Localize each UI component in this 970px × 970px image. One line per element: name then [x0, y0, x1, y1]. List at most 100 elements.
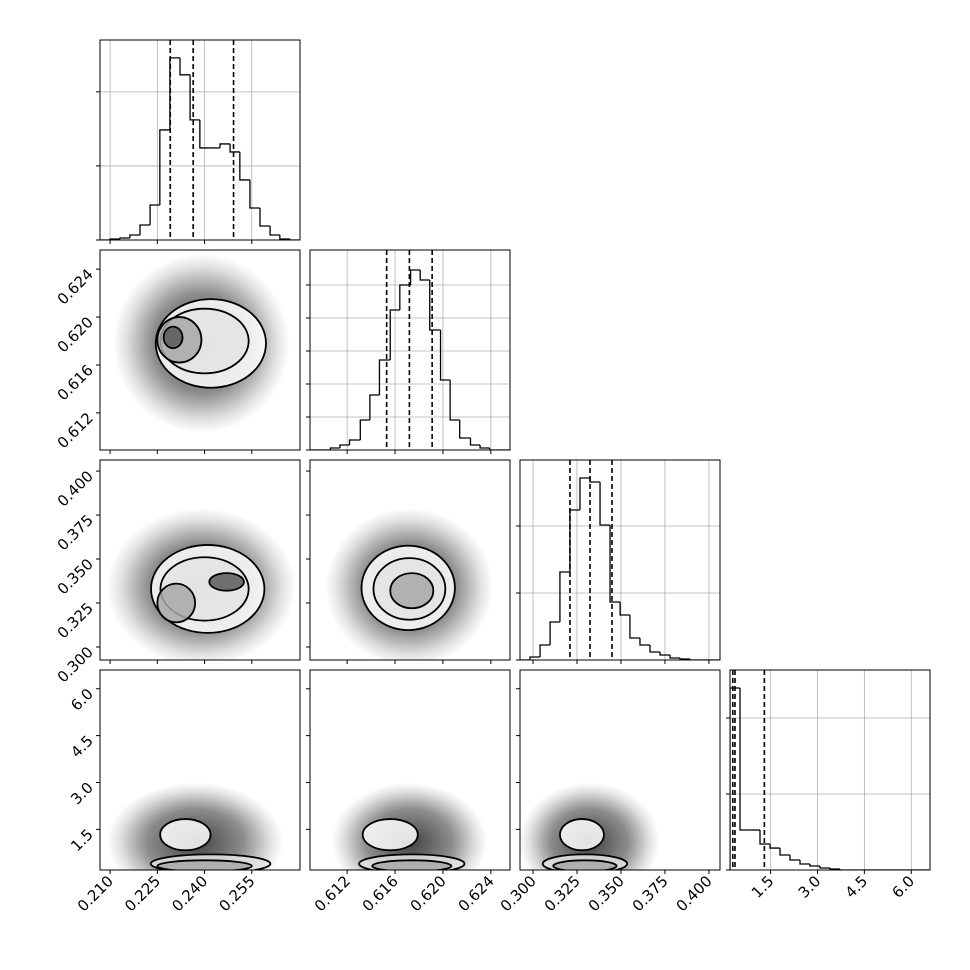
y-tick-label: 0.300 — [54, 643, 97, 686]
histogram-bin — [139, 224, 151, 235]
histogram-bin — [419, 269, 430, 281]
histogram-bin — [239, 151, 250, 181]
histogram-bin — [789, 855, 800, 861]
panel-frame — [99, 39, 301, 241]
histogram-bin — [488, 447, 501, 450]
histogram-bin — [649, 644, 661, 653]
contour — [361, 818, 419, 852]
x-tick-label: 4.5 — [842, 872, 872, 902]
panel-frame — [729, 669, 931, 871]
pair-panel — [325, 508, 494, 660]
histogram-bin — [369, 394, 380, 420]
y-tick-label: 0.400 — [54, 467, 97, 510]
histogram-bin — [629, 614, 640, 639]
x-tick-label: 1.5 — [748, 872, 778, 902]
histogram-bin — [669, 654, 681, 659]
histogram-bin — [579, 477, 591, 510]
x-tick-label: 0.375 — [629, 872, 672, 915]
histogram-panel — [100, 40, 300, 240]
y-tick-label: 0.325 — [54, 599, 97, 642]
x-tick-label: 0.225 — [121, 872, 164, 915]
x-tick-label: 0.300 — [497, 872, 540, 915]
x-tick-label: 0.240 — [168, 872, 211, 915]
histogram-bin — [269, 226, 280, 236]
histogram-bin — [249, 179, 260, 209]
x-tick-label: 0.616 — [359, 872, 402, 915]
x-tick-label: 0.255 — [216, 872, 259, 915]
contour — [156, 859, 253, 870]
histogram-bin — [689, 658, 700, 660]
x-tick-label: 3.0 — [795, 872, 825, 902]
y-tick-label: 0.616 — [54, 361, 97, 404]
histogram-bin — [819, 865, 830, 869]
histogram-bin — [259, 208, 271, 227]
y-tick-label: 4.5 — [67, 732, 97, 762]
y-tick-label: 3.0 — [67, 779, 97, 809]
histogram-bin — [339, 444, 350, 448]
y-tick-label: 0.620 — [54, 313, 97, 356]
pair-panel — [106, 782, 284, 870]
histogram-bin — [429, 279, 441, 331]
histogram-bin — [479, 444, 490, 449]
y-tick-label: 0.375 — [54, 511, 97, 554]
histogram-bin — [289, 238, 300, 240]
histogram-bin — [219, 143, 231, 148]
histogram-bin — [378, 359, 391, 395]
pair-panel — [520, 782, 660, 870]
x-tick-label: 0.350 — [585, 872, 628, 915]
histogram-bin — [769, 844, 780, 849]
y-tick-label: 0.612 — [54, 409, 97, 452]
y-tick-label: 0.350 — [54, 555, 97, 598]
y-tick-label: 6.0 — [67, 685, 97, 715]
pair-panel — [106, 508, 296, 660]
histogram-bin — [149, 204, 160, 225]
contour — [208, 572, 245, 592]
contour — [371, 859, 453, 870]
panel-frame — [309, 459, 511, 661]
histogram-panel — [730, 670, 930, 870]
panel-frame — [519, 459, 721, 661]
panel-frame — [309, 249, 511, 451]
histogram-bin — [559, 571, 570, 623]
histogram-panel — [310, 250, 510, 450]
histogram-bin — [399, 284, 411, 310]
histogram-bin — [549, 621, 560, 645]
y-tick-label: 0.624 — [54, 265, 97, 308]
panel-frame — [99, 249, 301, 451]
histogram-bin — [619, 601, 630, 616]
histogram-bin — [659, 652, 671, 656]
x-tick-label: 0.325 — [541, 872, 584, 915]
x-tick-label: 0.400 — [673, 872, 716, 915]
histogram-bin — [169, 57, 180, 130]
histogram-bin — [119, 237, 130, 239]
x-tick-label: 0.612 — [311, 872, 354, 915]
histogram-bin — [159, 129, 170, 205]
x-tick-label: 0.210 — [74, 872, 117, 915]
histogram-bin — [809, 863, 820, 867]
histogram-bin — [279, 234, 290, 240]
histogram-bin — [348, 439, 361, 445]
histogram-bin — [569, 509, 580, 573]
histogram-bin — [459, 420, 471, 439]
x-tick-label: 0.624 — [455, 872, 498, 915]
panel-frame — [99, 459, 301, 661]
histogram-bin — [759, 830, 770, 845]
contour — [559, 818, 605, 852]
histogram-bin — [189, 74, 200, 121]
histogram-bin — [409, 269, 421, 285]
histogram-bin — [539, 644, 551, 657]
histogram-bin — [829, 868, 840, 870]
panel-frame — [309, 669, 511, 871]
x-tick-label: 0.620 — [407, 872, 450, 915]
histogram-bin — [199, 119, 210, 149]
histogram-bin — [799, 859, 810, 865]
histogram-bin — [730, 687, 740, 870]
histogram-bin — [439, 330, 451, 381]
histogram-bin — [609, 524, 621, 603]
panel-frame — [99, 669, 301, 871]
histogram-bin — [329, 447, 340, 450]
x-tick-label: 6.0 — [888, 872, 918, 902]
histogram-bin — [129, 234, 140, 238]
pair-panel — [331, 782, 488, 870]
